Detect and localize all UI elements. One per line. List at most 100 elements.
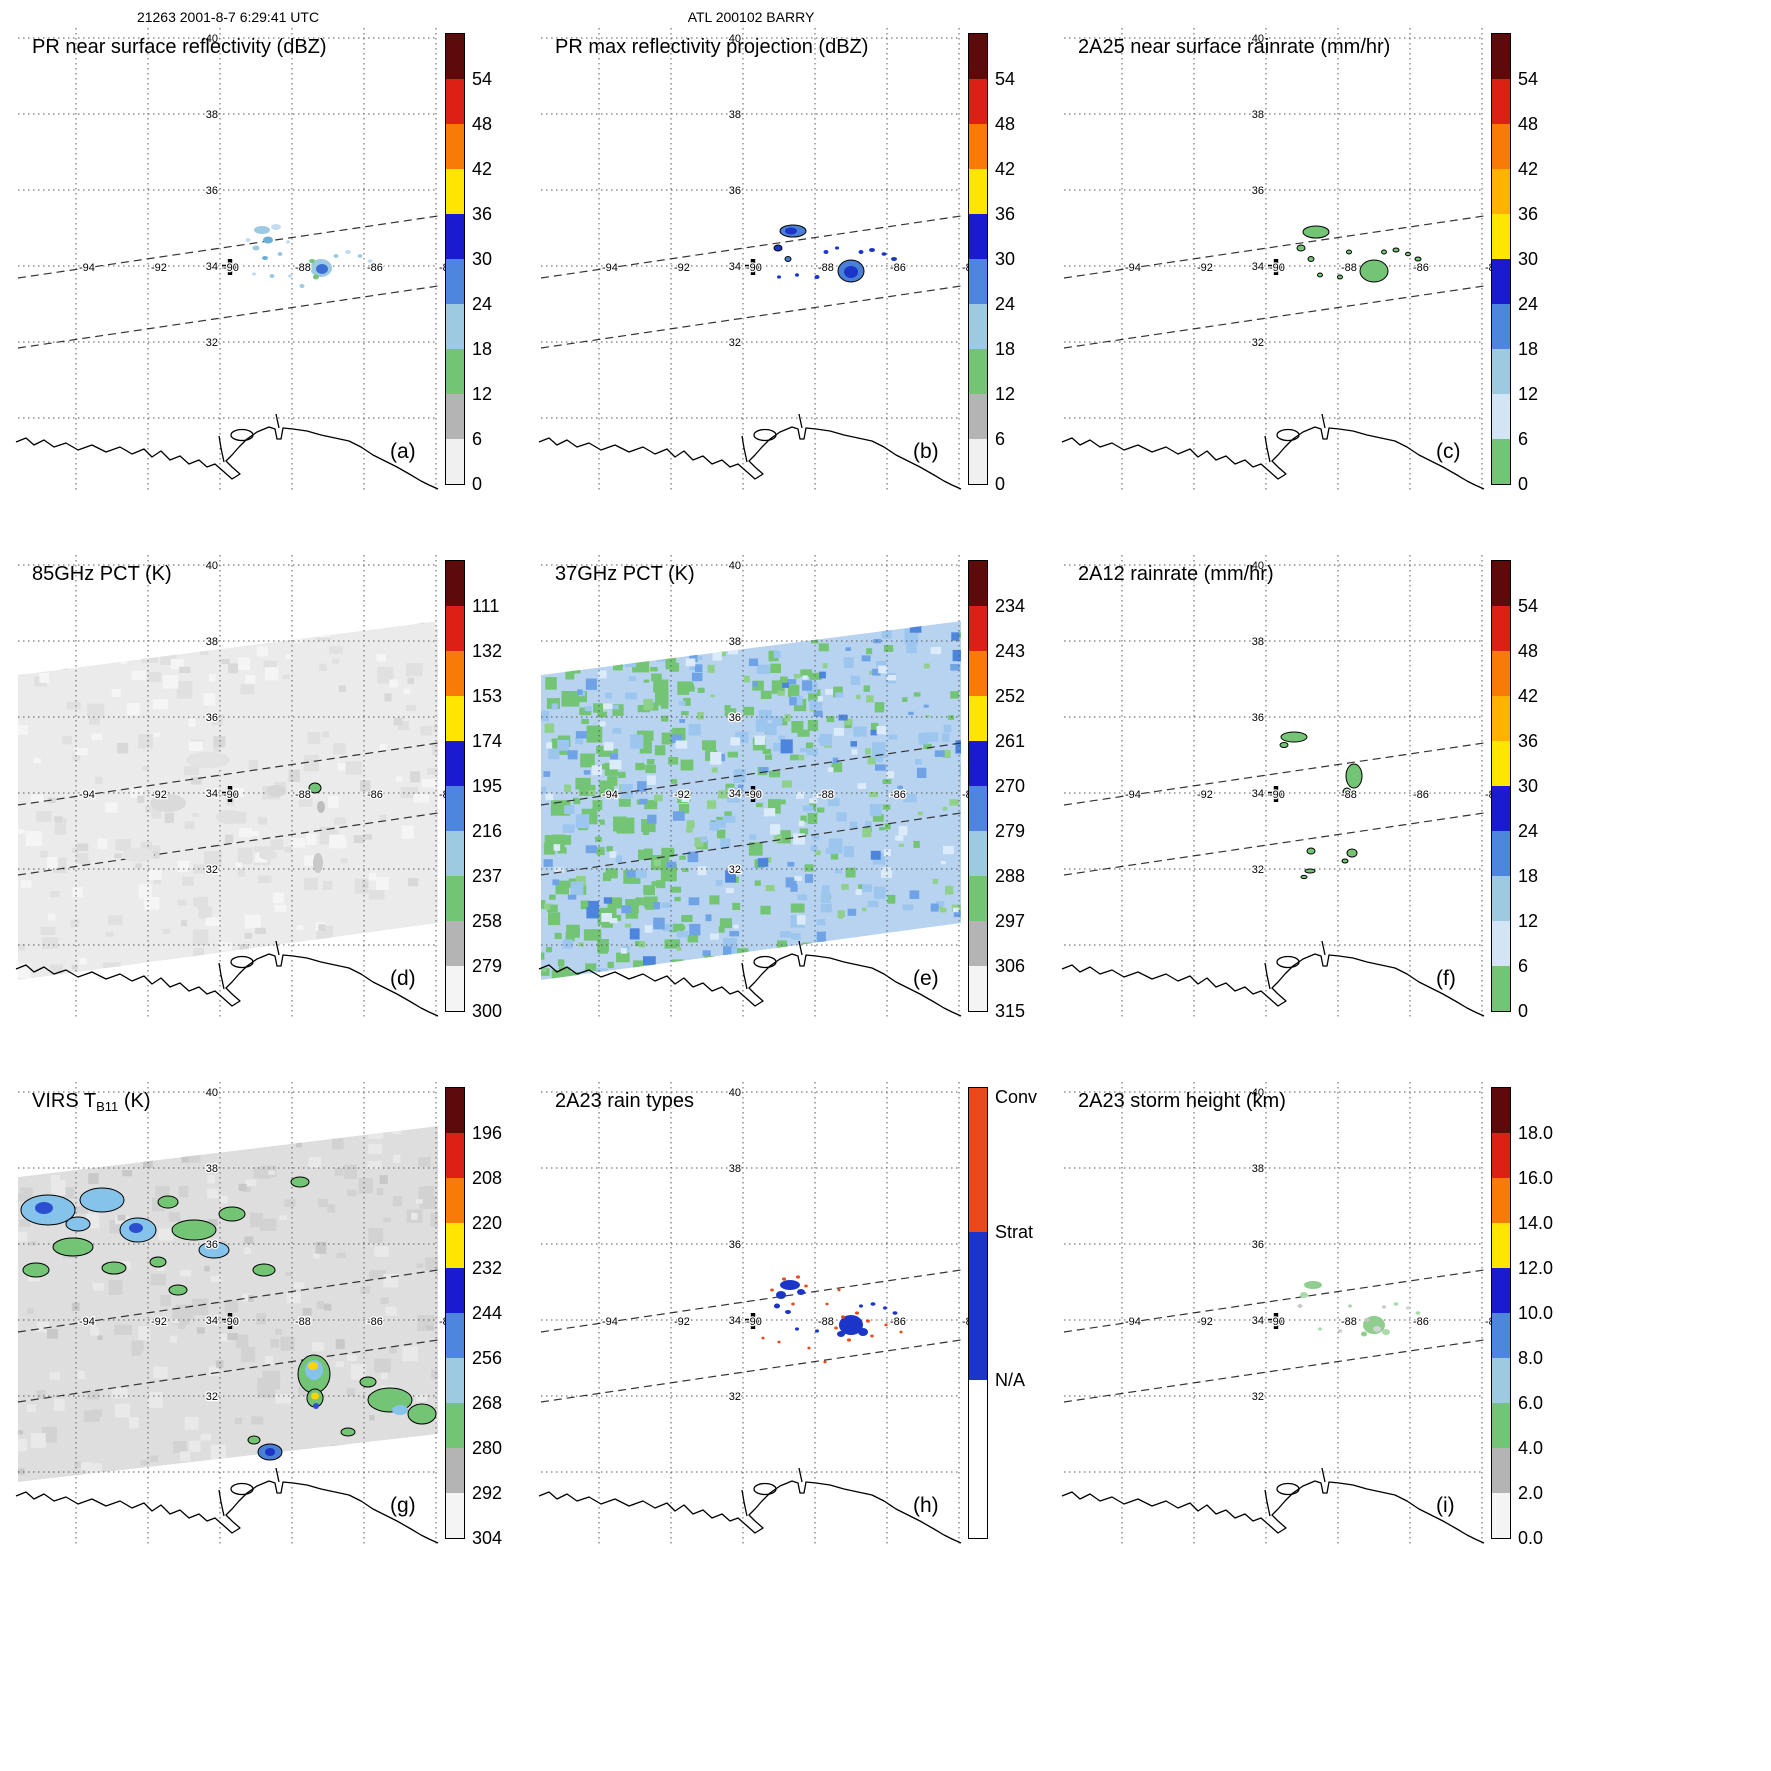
- colorbar-segment: [969, 393, 987, 439]
- lat-label: 38: [729, 109, 741, 121]
- colorbar-segment: [969, 695, 987, 741]
- panel-letter: (h): [913, 1494, 939, 1517]
- colorbar-segment: [446, 1492, 464, 1538]
- lon-label: -92: [151, 789, 167, 801]
- colorbar-tick: 0: [995, 474, 1006, 494]
- lat-label: 36: [1252, 712, 1264, 724]
- colorbar-tick: 279: [995, 820, 1026, 841]
- colorbar-segment: [1492, 605, 1510, 651]
- map-panel-b: -94-92-90-88-86-844038363432 PR max refl…: [531, 28, 1046, 533]
- colorbar-segment: [446, 78, 464, 124]
- grid-labels: -94-92-90-88-86-844038363432: [1124, 559, 1502, 878]
- colorbar-tick: 208: [472, 1167, 503, 1188]
- colorbar-tick: 153: [472, 685, 503, 706]
- panel-title: PR max reflectivity projection (dBZ): [555, 36, 868, 59]
- colorbar-segment: [1492, 740, 1510, 786]
- lon-label: -86: [367, 262, 383, 274]
- lon-label: -86: [367, 789, 383, 801]
- colorbar-tick: 54: [472, 68, 493, 89]
- data-features: [749, 1275, 903, 1364]
- colorbar-tick: 30: [995, 248, 1016, 269]
- colorbar-segment: [1492, 258, 1510, 304]
- lat-label: 36: [206, 185, 218, 197]
- colorbar-segment: [446, 1357, 464, 1403]
- colorbar-segment: [1492, 1088, 1510, 1133]
- lat-label: 32: [206, 337, 218, 349]
- colorbar: [445, 33, 465, 485]
- colorbar-tick: 234: [995, 595, 1026, 616]
- map-canvas: -94-92-90-88-86-844038363432: [1061, 1082, 1502, 1544]
- colorbar-segment: [1492, 1492, 1510, 1538]
- colorbar-tick: 24: [472, 293, 493, 314]
- lon-label: -88: [818, 789, 834, 801]
- panel-title-text: 2A23 rain types: [555, 1090, 694, 1112]
- panel-title: 37GHz PCT (K): [555, 563, 695, 586]
- panel-title: 2A25 near surface rainrate (mm/hr): [1078, 36, 1390, 59]
- lat-label: 32: [1252, 337, 1264, 349]
- lat-label: 32: [729, 864, 741, 876]
- colorbar-segment: [1492, 920, 1510, 966]
- colorbar-segment: [446, 34, 464, 79]
- colorbar-tick: 300: [472, 1001, 503, 1021]
- colorbar-tick: 297: [995, 910, 1026, 931]
- map-canvas: -94-92-90-88-86-844038363432: [15, 28, 456, 490]
- colorbar-segment: [969, 650, 987, 696]
- colorbar-tick: 292: [472, 1482, 503, 1503]
- storm-center-marker: [745, 786, 761, 802]
- colorbar-tick: 315: [995, 1001, 1026, 1021]
- colorbar-tick: 18: [1518, 865, 1539, 886]
- colorbar-tick: 6: [472, 428, 483, 449]
- colorbar-tick: 42: [472, 158, 493, 179]
- grid-labels: -94-92-90-88-86-844038363432: [601, 32, 979, 351]
- colorbar-tick: 6: [1518, 428, 1529, 449]
- panel-letter: (d): [390, 967, 416, 990]
- lon-label: -92: [151, 1316, 167, 1328]
- colorbar-segment: [446, 605, 464, 651]
- colorbar: [1491, 560, 1511, 1012]
- colorbar-segment: [446, 123, 464, 169]
- panel-title-text: PR near surface reflectivity (dBZ): [32, 36, 327, 58]
- sensor-swath: [18, 1126, 438, 1482]
- colorbar-segment: [969, 785, 987, 831]
- panel-title: 2A12 rainrate (mm/hr): [1078, 563, 1274, 586]
- lat-label: 40: [729, 1087, 741, 1099]
- colorbar-segment: [969, 830, 987, 876]
- colorbar: [968, 1087, 988, 1539]
- pr-swath-edges: [540, 215, 962, 349]
- lon-label: -86: [890, 262, 906, 274]
- colorbar-segment: [1492, 1222, 1510, 1268]
- lat-label: 36: [206, 1239, 218, 1251]
- lat-label: 40: [206, 1087, 218, 1099]
- colorbar-segment: [446, 1222, 464, 1268]
- colorbar-tick: 6: [995, 428, 1006, 449]
- colorbar-tick: 196: [472, 1122, 503, 1143]
- lat-label: 32: [1252, 1391, 1264, 1403]
- colorbar-tick: 48: [995, 113, 1016, 134]
- colorbar-segment: [1492, 393, 1510, 439]
- colorbar-tick: 232: [472, 1257, 503, 1278]
- lon-label: -94: [1125, 789, 1141, 801]
- colorbar-tick: 2.0: [1518, 1482, 1544, 1503]
- grid-labels: -94-92-90-88-86-844038363432: [78, 32, 456, 351]
- panel-title: PR near surface reflectivity (dBZ): [32, 36, 327, 59]
- colorbar-tick: 256: [472, 1347, 503, 1368]
- colorbar-tick: 24: [1518, 820, 1539, 841]
- storm-center-marker: [1268, 1313, 1284, 1329]
- colorbar-tick: 12: [1518, 910, 1539, 931]
- colorbar-tick: 244: [472, 1302, 503, 1323]
- lon-label: -88: [1341, 262, 1357, 274]
- colorbar-tick: 18: [995, 338, 1016, 359]
- colorbar-segment: [446, 438, 464, 484]
- lat-label: 32: [1252, 864, 1264, 876]
- lon-label: -92: [151, 262, 167, 274]
- storm-center-marker: [745, 1313, 761, 1329]
- lon-label: -94: [79, 1316, 95, 1328]
- storm-center-marker: [222, 1313, 238, 1329]
- coastline: [1061, 1467, 1485, 1544]
- colorbar-segment: [446, 1132, 464, 1178]
- graticule: [1064, 28, 1484, 490]
- colorbar-tick: 132: [472, 640, 503, 661]
- lon-label: -90: [746, 262, 762, 274]
- grid-labels: -94-92-90-88-86-844038363432: [1124, 32, 1502, 351]
